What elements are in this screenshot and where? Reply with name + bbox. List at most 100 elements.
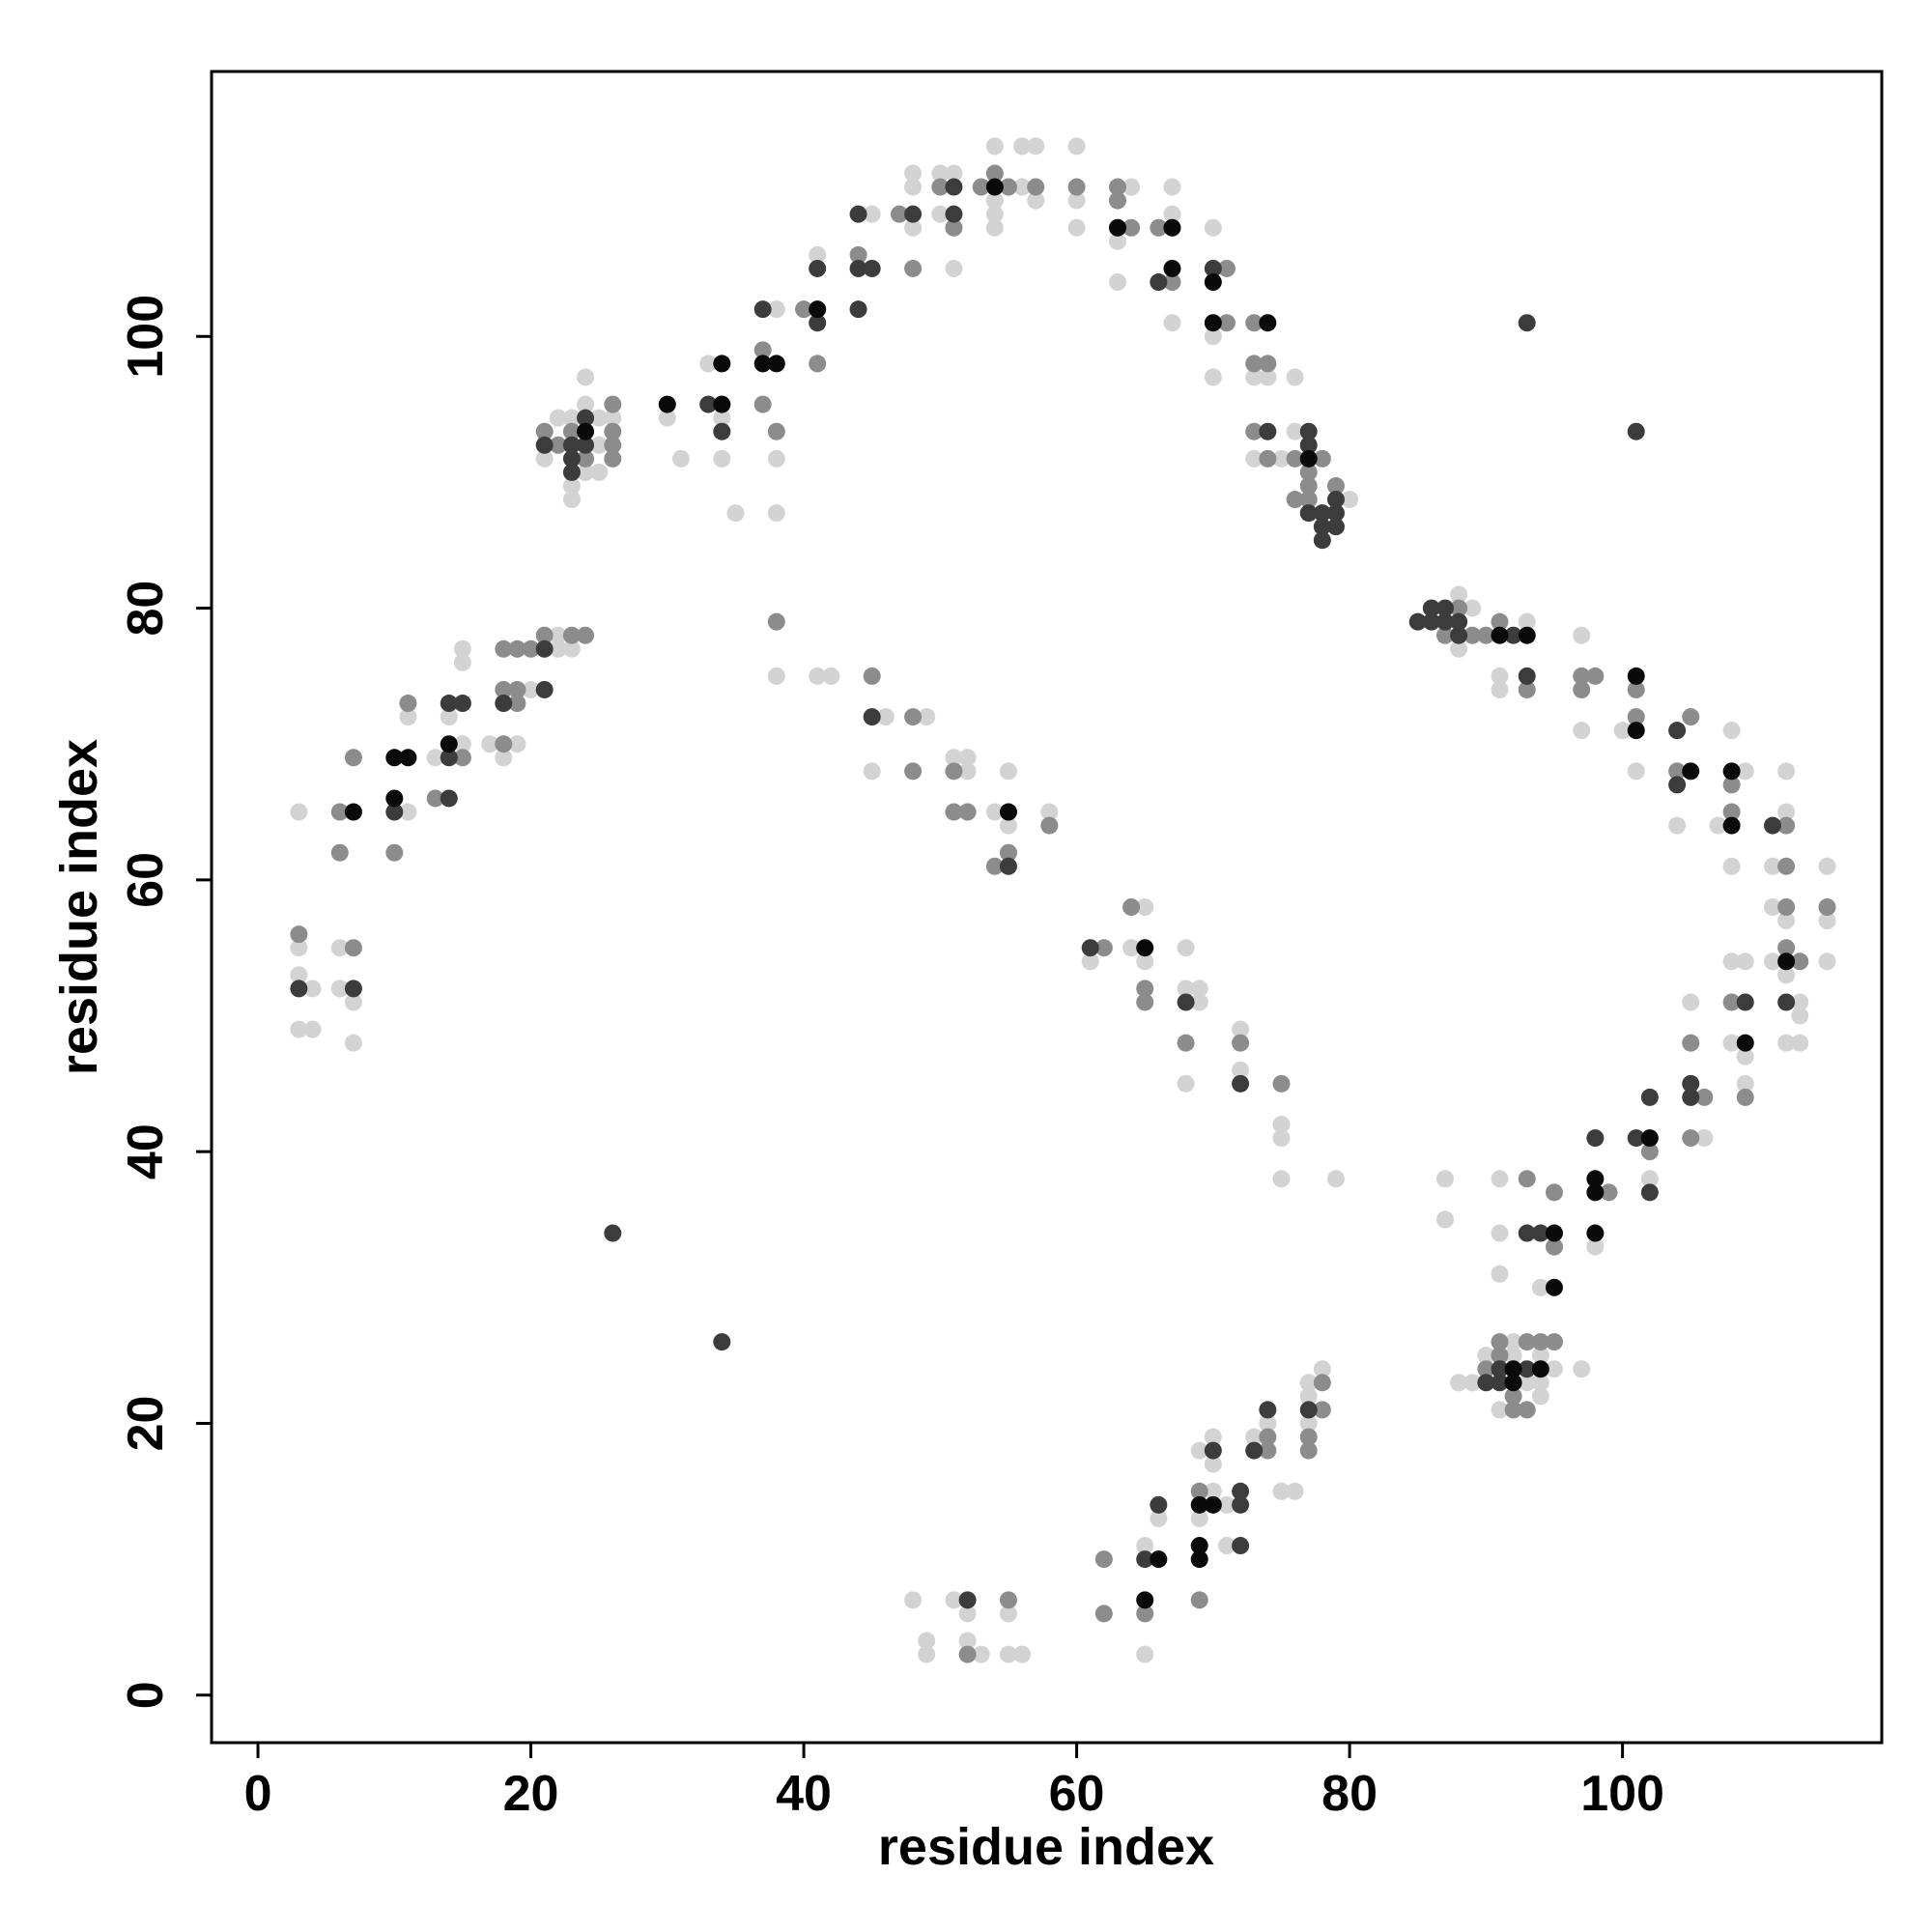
point	[1777, 912, 1796, 930]
point	[344, 939, 362, 957]
point	[1763, 857, 1781, 875]
x-tick-label: 60	[1049, 1766, 1105, 1822]
point	[1108, 191, 1126, 210]
point	[1204, 327, 1222, 346]
point	[1763, 816, 1781, 835]
point	[1518, 1360, 1536, 1378]
point	[1422, 599, 1440, 617]
point	[1204, 218, 1222, 237]
plot-frame	[210, 70, 1884, 1745]
point	[1313, 531, 1331, 550]
point	[303, 980, 322, 998]
point	[1586, 1224, 1605, 1242]
point	[399, 803, 417, 821]
point	[1722, 762, 1741, 781]
point	[590, 463, 609, 481]
point	[453, 653, 471, 671]
point	[1299, 1374, 1318, 1392]
point	[1122, 898, 1141, 916]
x-tick-label: 20	[503, 1766, 559, 1822]
point	[399, 708, 417, 726]
point	[577, 422, 595, 440]
point	[1531, 1347, 1549, 1365]
point	[604, 436, 622, 454]
point	[1136, 1591, 1154, 1609]
point	[1232, 1537, 1250, 1555]
point	[1136, 939, 1154, 957]
point	[985, 218, 1004, 237]
point	[985, 205, 1004, 223]
point	[1190, 980, 1208, 998]
point	[1518, 667, 1536, 685]
point	[1777, 1034, 1796, 1052]
point	[904, 178, 923, 196]
point	[985, 178, 1004, 196]
point	[1818, 952, 1836, 971]
point	[958, 1632, 977, 1650]
point	[1586, 1129, 1605, 1148]
point	[1736, 1034, 1754, 1052]
point	[1600, 1183, 1618, 1202]
point	[1491, 1264, 1509, 1283]
point	[999, 857, 1017, 875]
point	[904, 164, 923, 183]
point	[1204, 368, 1222, 386]
point	[1067, 137, 1086, 156]
point	[1791, 952, 1809, 971]
point	[1177, 1034, 1195, 1052]
point	[1245, 1441, 1264, 1460]
point	[577, 436, 595, 454]
point	[535, 639, 554, 658]
point	[1640, 1170, 1659, 1188]
point	[1640, 1129, 1659, 1148]
point	[1586, 667, 1605, 685]
point	[1136, 898, 1154, 916]
point	[1299, 491, 1318, 509]
point	[1040, 816, 1059, 835]
point	[1163, 314, 1181, 332]
point	[453, 735, 471, 753]
point	[440, 749, 458, 767]
point	[1190, 993, 1208, 1011]
point	[344, 980, 362, 998]
point	[1313, 518, 1331, 536]
point	[1299, 1387, 1318, 1406]
point	[972, 1645, 990, 1663]
point	[495, 749, 513, 767]
point	[1531, 1374, 1549, 1392]
point	[1190, 1441, 1208, 1460]
point	[1108, 218, 1126, 237]
point	[1217, 314, 1236, 332]
point	[1217, 1495, 1236, 1514]
point	[1232, 1074, 1250, 1093]
point	[1573, 680, 1591, 698]
point	[1286, 368, 1304, 386]
point	[863, 205, 881, 223]
point	[945, 749, 963, 767]
point	[1722, 952, 1741, 971]
point	[1313, 1360, 1331, 1378]
point	[604, 409, 622, 427]
x-tick-label: 100	[1580, 1766, 1664, 1822]
point	[1136, 952, 1154, 971]
point	[1640, 1143, 1659, 1161]
point	[945, 164, 963, 183]
point	[344, 803, 362, 821]
point	[1150, 1550, 1168, 1569]
point	[1573, 667, 1591, 685]
point	[767, 355, 785, 373]
point	[1232, 1061, 1250, 1079]
point	[562, 422, 581, 440]
point	[999, 178, 1017, 196]
point	[440, 708, 458, 726]
point	[1122, 218, 1141, 237]
point	[753, 355, 772, 373]
point	[1545, 1333, 1563, 1351]
point	[713, 422, 731, 440]
point	[1491, 612, 1509, 631]
x-tick-label: 80	[1321, 1766, 1378, 1822]
point	[822, 667, 840, 685]
point	[904, 1591, 923, 1609]
point	[809, 355, 827, 373]
point	[344, 749, 362, 767]
